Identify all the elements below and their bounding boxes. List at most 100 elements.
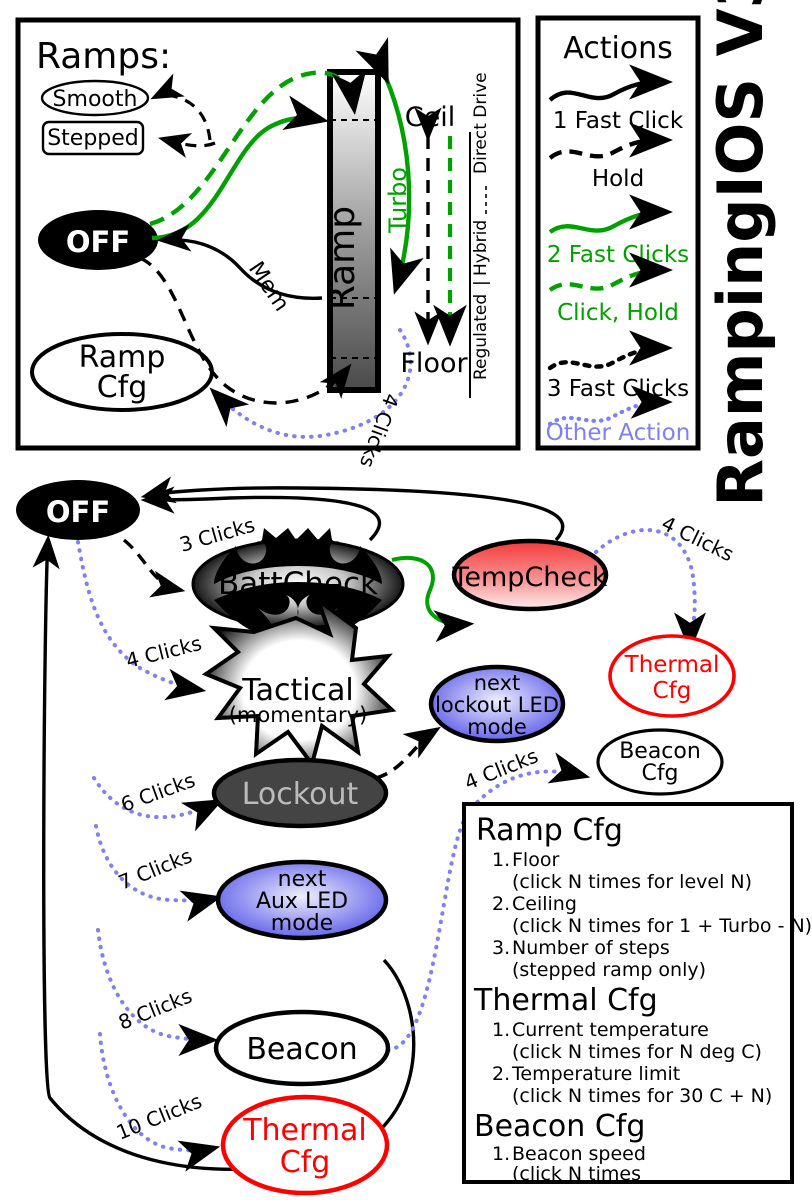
node-ramp-cfg-label-1: Ramp — [79, 340, 166, 375]
node-thermal-cfg-top-label-2: Cfg — [653, 678, 692, 704]
node-thermal-cfg-top-label-1: Thermal — [624, 652, 720, 678]
edge-label-10-clicks: 10 Clicks — [113, 1089, 205, 1145]
cfg-ramp-item-1-label: Floor — [512, 849, 559, 871]
cfg-ramp-item-1-num: 1. — [492, 849, 510, 871]
edge-4clicks-to-ramp-cfg — [209, 328, 413, 439]
edge-label-4-clicks-tactical: 4 Clicks — [123, 631, 204, 673]
node-thermal-cfg-bottom[interactable] — [220, 1094, 390, 1196]
actions-legend: Actions 1 Fast Click Hold 2 Fast Clicks … — [535, 15, 701, 451]
cfg-panel-border — [462, 802, 794, 1184]
node-stepped-label: Stepped — [47, 126, 139, 151]
actions-legend-heading: Actions — [563, 31, 673, 66]
node-beacon[interactable] — [213, 1009, 391, 1087]
cfg-thermal-item-1-num: 1. — [492, 1019, 510, 1041]
axis-label-floor: Floor — [400, 348, 468, 379]
cfg-thermal-item-2-note: (click N times for 30 C + N) — [512, 1085, 772, 1107]
node-lockout[interactable] — [211, 757, 389, 829]
legend-line-hold — [548, 122, 674, 160]
edge-7clicks-to-aux-led — [94, 824, 223, 922]
legend-label-click-hold: Click, Hold — [557, 300, 679, 326]
legend-line-1-fast-click — [548, 64, 674, 102]
node-thermal-cfg-bottom-label-2: Cfg — [280, 1145, 331, 1180]
node-tempcheck[interactable] — [451, 538, 609, 612]
cfg-ramp-item-3-label: Number of steps — [512, 937, 670, 959]
ramp-bar-label: Ramp — [322, 206, 363, 310]
node-off-ramps[interactable] — [38, 210, 158, 270]
edge-label-7-clicks: 7 Clicks — [115, 843, 196, 894]
cfg-thermal-item-2-num: 2. — [492, 1063, 510, 1085]
cfg-heading-beacon: Beacon Cfg — [474, 1109, 645, 1144]
legend-label-other-action: Other Action — [546, 420, 691, 446]
edge-label-turbo: Turbo — [384, 167, 412, 234]
node-off-main[interactable] — [16, 480, 140, 540]
cfg-ramp-item-2-label: Ceiling — [512, 893, 577, 915]
node-off-main-label: OFF — [46, 495, 110, 529]
axis-label-ceil: Ceil — [405, 102, 455, 133]
edge-8clicks-to-beacon — [96, 928, 219, 1056]
node-battcheck-label: BattCheck — [218, 566, 378, 602]
edge-4clicks-to-tactical — [76, 540, 207, 701]
node-stepped[interactable] — [41, 120, 145, 156]
cfg-ramp-item-3-note: (stepped ramp only) — [512, 959, 706, 981]
edge-label-6-clicks: 6 Clicks — [118, 768, 199, 817]
node-ramp-cfg-label-2: Cfg — [97, 370, 148, 405]
node-tactical-label-2: (momentary) — [229, 703, 368, 727]
cfg-heading-ramp: Ramp Cfg — [476, 813, 623, 848]
mode-label-separator: | — [471, 280, 491, 286]
cfg-ramp-item-2-num: 2. — [492, 893, 510, 915]
node-thermal-cfg-top[interactable] — [608, 634, 736, 718]
edge-tempcheck-to-off — [140, 476, 565, 542]
node-next-aux-led-mode[interactable] — [215, 859, 389, 941]
node-smooth[interactable] — [40, 79, 150, 117]
edge-off-to-ramp-floor-dashed — [139, 256, 352, 405]
node-lockout-label: Lockout — [242, 777, 359, 812]
node-off-ramps-label: OFF — [66, 225, 130, 259]
cfg-ramp-item-1-note: (click N times for level N) — [512, 871, 752, 893]
mode-label-regulated: Regulated — [471, 294, 491, 380]
node-beacon-cfg-label-2: Cfg — [641, 761, 678, 786]
legend-line-other-action — [547, 385, 673, 427]
node-tactical[interactable]: Tactical (momentary) — [201, 594, 397, 769]
cfg-ramp-item-3-num: 3. — [492, 937, 510, 959]
edge-off-to-ramp-top-green-dashed — [149, 69, 367, 227]
edge-label-4-clicks-thermal: 4 Clicks — [658, 511, 738, 566]
node-beacon-cfg-label-1: Beacon — [619, 739, 701, 764]
node-smooth-label: Smooth — [53, 87, 138, 112]
edge-to-stepped — [158, 133, 216, 158]
cfg-thermal-item-1-label: Current temperature — [512, 1019, 709, 1041]
edge-label-4-clicks-beacon: 4 Clicks — [461, 743, 542, 794]
edge-4clicks-to-beacon-cfg — [386, 752, 591, 1052]
cfg-thermal-item-1-note: (click N times for N deg C) — [512, 1041, 762, 1063]
node-tactical-label-1: Tactical — [241, 673, 354, 708]
edge-mem-ramp-to-off — [156, 224, 323, 300]
edge-lockout-to-lockout-led — [375, 726, 441, 780]
edge-return-to-off-bottom — [32, 534, 416, 1171]
cfg-beacon-item-1-num: 1. — [492, 1143, 510, 1165]
edge-battcheck-to-tempcheck — [391, 556, 475, 643]
node-aux-led-label-2: Aux LED — [256, 889, 348, 914]
node-beacon-cfg[interactable] — [596, 728, 724, 796]
edge-10clicks-to-thermal-cfg-bottom — [98, 1032, 221, 1172]
mode-label-direct-drive: Direct Drive — [471, 72, 491, 174]
node-tempcheck-label: TempCheck — [451, 562, 607, 593]
ramps-panel: Ramps: Smooth Stepped OFF Ramp Cfg Ramp … — [15, 17, 521, 471]
legend-label-1-fast-click: 1 Fast Click — [553, 108, 684, 134]
node-lockout-led-label-2: lockout LED — [435, 693, 559, 717]
cfg-heading-thermal: Thermal Cfg — [473, 983, 658, 1018]
node-lockout-led-label-3: mode — [467, 715, 527, 739]
edge-4clicks-to-thermal-cfg-top — [594, 528, 707, 653]
node-next-lockout-led-mode[interactable] — [428, 664, 566, 744]
legend-label-2-fast-clicks: 2 Fast Clicks — [547, 242, 689, 268]
edge-turbo-arc — [355, 37, 424, 295]
ramps-panel-heading: Ramps: — [36, 36, 171, 77]
legend-label-3-fast-clicks: 3 Fast Clicks — [547, 376, 689, 402]
node-beacon-label: Beacon — [246, 1032, 357, 1067]
cfg-beacon-item-1-label: Beacon speed — [512, 1143, 646, 1165]
cfg-ramp-item-2-note: (click N times for 1 + Turbo - N) — [512, 915, 812, 937]
legend-line-2-fast-clicks — [548, 194, 674, 234]
node-aux-led-label-3: mode — [271, 911, 333, 936]
node-aux-led-label-1: next — [278, 867, 327, 892]
node-lockout-led-label-1: next — [474, 671, 521, 695]
